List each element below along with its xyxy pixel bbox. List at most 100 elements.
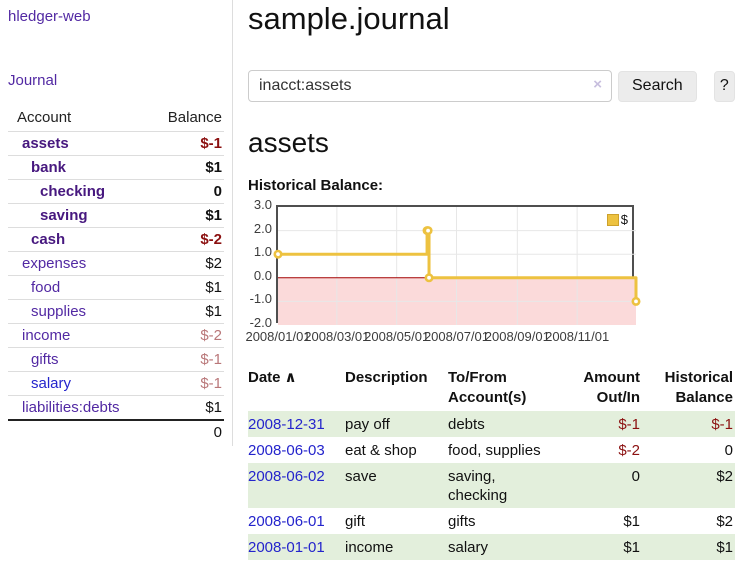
sidebar-account-salary[interactable]: salary [31,374,72,392]
y-axis-tick-label: -1.0 [249,291,272,307]
accounts-column-header: To/From Account(s) [448,369,527,406]
y-axis-tick-label: -2.0 [249,315,272,330]
account-balance: $1 [145,299,224,324]
register-header-row: Date ∧ Description To/From Account(s) Amo… [248,366,735,411]
y-axis-tick-label: 3.0 [253,197,272,212]
transaction-description: income [345,538,394,556]
balance-column-header: Historical Balance [664,369,733,406]
sort-asc-icon: ∧ [284,369,297,386]
transaction-date-link[interactable]: 2008-06-02 [248,467,325,485]
transaction-description: eat & shop [345,441,417,459]
transaction-amount: $1 [623,538,640,556]
page-title: sample.journal [248,1,450,36]
sidebar-account-checking[interactable]: checking [40,182,106,200]
account-row: expenses $2 [8,251,224,276]
date-column-header[interactable]: Date ∧ [248,369,297,386]
account-row: salary $-1 [8,371,224,396]
account-row: bank $1 [8,155,224,180]
accounts-total-row: 0 [8,419,224,444]
account-balance: $-2 [145,323,224,348]
account-balance: $1 [145,203,224,228]
search-input[interactable] [248,70,612,102]
transaction-date-link[interactable]: 2008-06-03 [248,441,325,459]
sidebar-account-liabilities-debts[interactable]: liabilities:debts [22,398,120,416]
search-button[interactable]: Search [618,70,697,102]
account-balance: $2 [145,251,224,276]
account-balance: $-1 [145,131,224,156]
sidebar-account-supplies[interactable]: supplies [31,302,87,320]
register-row[interactable]: 2008-06-03 eat & shop food, supplies $-2… [248,437,735,463]
transaction-amount: $-1 [618,415,640,433]
transaction-balance: $2 [716,512,733,530]
transaction-balance: $-1 [711,415,733,433]
transaction-accounts: saving, checking [448,467,508,504]
transaction-balance: 0 [724,441,733,459]
x-axis-tick-label: 2008/03/01 [304,329,370,344]
main-panel: sample.journal × Search ? assets Histori… [245,0,735,560]
transaction-balance: $1 [716,538,733,556]
chart-canvas [273,207,641,325]
transaction-date-link[interactable]: 2008-06-01 [248,512,325,530]
sidebar-account-expenses[interactable]: expenses [22,254,87,272]
sidebar-account-income[interactable]: income [22,326,71,344]
sidebar-account-assets[interactable]: assets [22,134,69,152]
sidebar-account-gifts[interactable]: gifts [31,350,59,368]
transaction-balance: $2 [716,467,733,485]
register-row[interactable]: 2008-12-31 pay off debts $-1 $-1 [248,411,735,437]
account-balance: 0 [145,179,224,204]
register-row[interactable]: 2008-06-01 gift gifts $1 $2 [248,508,735,534]
accounts-total: 0 [145,419,224,444]
accounts-table: Account Balance assets $-1 bank $1 check… [8,106,224,444]
account-row: saving $1 [8,203,224,228]
transaction-date-link[interactable]: 2008-01-01 [248,538,325,556]
accounts-col-header: Account [8,106,146,132]
transaction-accounts: food, supplies [448,441,541,459]
account-row: income $-2 [8,323,224,348]
y-axis-tick-label: 2.0 [253,220,272,236]
x-axis-tick-label: 2008/01/01 [245,329,311,344]
transaction-description: gift [345,512,366,530]
transaction-accounts: gifts [448,512,476,530]
legend-label: $ [620,212,628,227]
balance-col-header: Balance [145,106,224,132]
account-balance: $-2 [145,227,224,252]
chart-legend: $ [606,212,628,227]
y-axis-tick-label: 0.0 [253,267,272,283]
sidebar-account-bank[interactable]: bank [31,158,67,176]
sidebar: hledger-web Journal Account Balance asse… [0,0,233,446]
search-bar: × Search ? [248,70,735,102]
journal-nav-link[interactable]: Journal [8,72,58,89]
legend-swatch-icon [606,213,619,226]
register-row[interactable]: 2008-06-02 save saving, checking 0 $2 [248,463,735,508]
transaction-amount: 0 [631,467,640,485]
description-column-header: Description [345,369,428,386]
account-row: food $1 [8,275,224,300]
account-row: supplies $1 [8,299,224,324]
y-axis-tick-label: 1.0 [253,244,272,260]
clear-search-icon[interactable]: × [593,76,602,93]
transaction-accounts: salary [448,538,489,556]
x-axis-tick-label: 2008/11/01 [545,329,610,344]
account-balance: $-1 [145,371,224,396]
account-balance: $1 [145,275,224,300]
x-axis-tick-label: 2008/07/01 [423,329,490,344]
transaction-date-link[interactable]: 2008-12-31 [248,415,325,433]
x-axis-tick-label: 2008/09/01 [484,329,550,344]
sidebar-account-cash[interactable]: cash [31,230,66,248]
sidebar-account-food[interactable]: food [31,278,61,296]
transaction-accounts: debts [448,415,485,433]
account-balance: $1 [145,155,224,180]
sidebar-account-saving[interactable]: saving [40,206,88,224]
help-button[interactable]: ? [713,70,735,102]
account-row: checking 0 [8,179,224,204]
x-axis-tick-label: 2008/05/01 [364,329,430,344]
register-row[interactable]: 2008-01-01 income salary $1 $1 [248,534,735,560]
account-row: gifts $-1 [8,347,224,372]
chart-section-label: Historical Balance: [248,177,384,194]
app-brand-link[interactable]: hledger-web [8,8,91,25]
account-balance: $-1 [145,347,224,372]
register-table: Date ∧ Description To/From Account(s) Amo… [248,366,735,560]
account-heading: assets [248,127,329,158]
transaction-amount: $1 [623,512,640,530]
transaction-description: save [345,467,377,485]
